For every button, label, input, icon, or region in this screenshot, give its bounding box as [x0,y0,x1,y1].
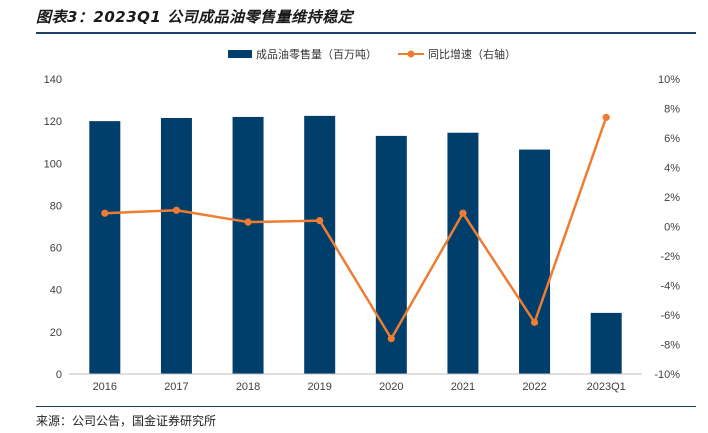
growth-point [101,209,109,217]
legend-swatch-bar [228,50,252,58]
right-axis-tick: 6% [664,133,680,145]
right-axis-tick: -8% [660,340,680,352]
x-axis-tick: 2021 [451,381,475,393]
combo-chart: 成品油零售量（百万吨） 同比增速（右轴） 020406080100120140 … [44,47,681,393]
left-axis-tick: 100 [44,158,62,170]
x-axis-tick: 2023Q1 [587,381,626,393]
bar-series [89,115,622,375]
title-divider [36,32,696,34]
source-note: 来源：公司公告，国金证券研究所 [36,414,217,428]
figure-title: 图表3：2023Q1 公司成品油零售量维持稳定 [36,8,354,26]
left-axis-tick: 140 [44,74,62,86]
left-axis-tick: 80 [50,200,62,212]
growth-point [602,113,610,121]
growth-point [316,217,324,225]
left-axis: 0 20 40 60 80 100 120 140 [44,74,62,381]
legend-swatch-marker [407,50,415,58]
bar [304,115,336,374]
right-axis-tick: 8% [664,104,680,116]
right-axis-tick: -6% [660,310,680,322]
growth-point [530,318,539,326]
legend: 成品油零售量（百万吨） 同比增速（右轴） [228,47,516,61]
right-axis-tick: 0% [664,222,680,234]
left-axis-tick: 60 [50,243,62,255]
x-axis: 2016 2017 2018 2019 2020 2021 2022 2023Q1 [93,381,626,393]
bar [160,117,192,374]
legend-label-line: 同比增速（右轴） [428,47,516,61]
x-axis-tick: 2016 [93,381,117,393]
right-axis-tick: -4% [660,281,680,293]
left-axis-tick: 0 [56,369,62,381]
right-axis-tick: 10% [658,74,680,86]
x-axis-tick: 2018 [236,381,260,393]
bar [519,149,551,374]
right-axis-tick: 4% [664,163,680,175]
bar [590,312,622,374]
left-axis-tick: 40 [50,285,62,297]
x-axis-tick: 2019 [307,381,331,393]
growth-point [459,209,467,217]
right-axis-tick: 2% [664,192,680,204]
x-axis-tick: 2022 [522,381,546,393]
line-series [101,113,610,343]
growth-point [244,218,252,226]
left-axis-tick: 20 [50,327,62,339]
left-axis-tick: 120 [44,116,62,128]
bar [375,135,407,374]
source-divider [36,406,696,407]
growth-point [387,335,395,343]
right-axis-tick: -10% [654,369,680,381]
bar [447,132,479,374]
growth-point [172,206,181,214]
bar [232,116,264,374]
right-axis-tick: -2% [660,251,680,263]
x-axis-tick: 2020 [379,381,403,393]
bar [89,121,121,375]
legend-label-bar: 成品油零售量（百万吨） [256,47,377,61]
right-axis: -10% -8% -6% -4% -2% 0% 2% 4% 6% 8% 10% [654,74,680,381]
x-axis-tick: 2017 [164,381,188,393]
growth-line [104,116,608,340]
